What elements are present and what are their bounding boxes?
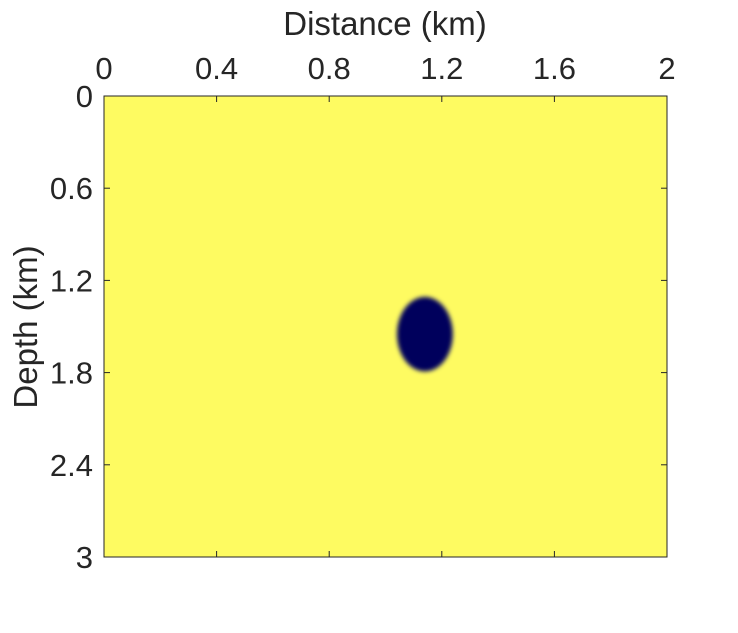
y-tick-label: 3	[76, 540, 93, 575]
plot-area	[103, 95, 668, 558]
x-tick-label: 1.2	[420, 51, 463, 86]
x-tick-label: 0	[95, 51, 112, 86]
axes-frame	[103, 95, 668, 558]
y-tick-label: 2.4	[50, 448, 93, 483]
x-tick-label: 1.6	[533, 51, 576, 86]
x-tick-label: 0.8	[308, 51, 351, 86]
x-tick-label: 0.4	[195, 51, 238, 86]
axis-ticks: 0 0.4 0.8 1.2 1.6 2 0 0.6 1.2 1.8 2.4 3	[50, 51, 676, 575]
y-tick-label: 1.2	[50, 263, 93, 298]
velocity-anomaly	[397, 297, 453, 372]
y-axis-label: Depth (km)	[7, 245, 44, 408]
y-tick-label: 0	[76, 79, 93, 114]
x-tick-label: 2	[658, 51, 675, 86]
x-axis-label: Distance (km)	[283, 5, 487, 42]
y-tick-label: 1.8	[50, 356, 93, 391]
y-tick-label: 0.6	[50, 171, 93, 206]
heatmap-background	[104, 96, 667, 557]
